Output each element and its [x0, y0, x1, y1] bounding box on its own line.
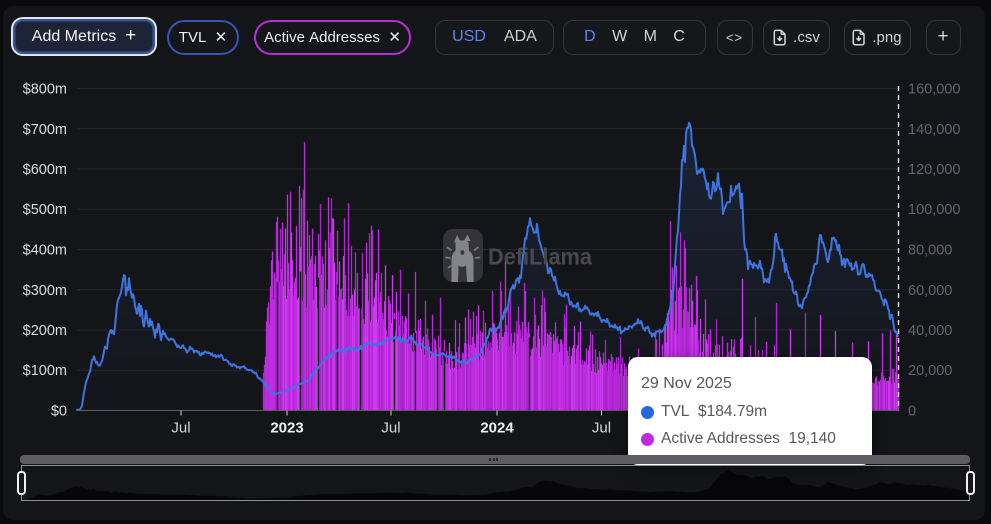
svg-text:$100m: $100m	[23, 363, 67, 379]
svg-text:DefiLlama: DefiLlama	[488, 244, 592, 270]
svg-text:20,000: 20,000	[908, 363, 952, 379]
svg-text:140,000: 140,000	[908, 122, 960, 138]
svg-text:$800m: $800m	[23, 82, 67, 98]
svg-text:2024: 2024	[480, 420, 514, 437]
svg-text:$500m: $500m	[23, 202, 67, 218]
svg-text:Jul: Jul	[171, 420, 190, 437]
svg-text:$600m: $600m	[23, 162, 67, 178]
svg-text:2023: 2023	[270, 420, 303, 437]
svg-text:160,000: 160,000	[908, 82, 960, 98]
svg-text:120,000: 120,000	[908, 162, 960, 178]
svg-text:Jul: Jul	[381, 420, 400, 437]
svg-text:Jul: Jul	[592, 420, 611, 437]
svg-text:$0: $0	[51, 404, 67, 420]
svg-text:$400m: $400m	[23, 243, 67, 259]
svg-text:$700m: $700m	[23, 122, 67, 138]
svg-text:$200m: $200m	[23, 323, 67, 339]
svg-text:80,000: 80,000	[908, 243, 952, 259]
svg-text:$300m: $300m	[23, 283, 67, 299]
svg-text:0: 0	[908, 404, 916, 420]
svg-text:60,000: 60,000	[908, 283, 952, 299]
svg-text:100,000: 100,000	[908, 202, 960, 218]
svg-text:40,000: 40,000	[908, 323, 952, 339]
